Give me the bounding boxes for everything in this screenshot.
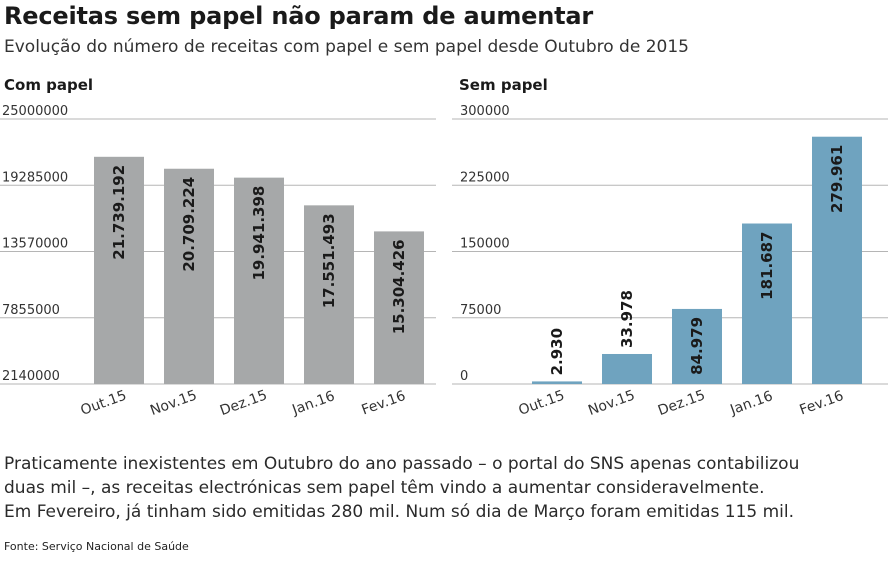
panel-title-com-papel: Com papel [4, 76, 94, 94]
bar-value-label: 279.961 [828, 145, 846, 213]
bar [304, 205, 354, 384]
bar [742, 223, 792, 384]
y-tick-label: 75000 [460, 303, 501, 318]
bar-value-label: 33.978 [618, 290, 636, 348]
description-line: Praticamente inexistentes em Outubro do … [4, 454, 800, 474]
bar-value-label: 21.739.192 [110, 165, 128, 260]
bar [94, 156, 144, 384]
x-category-label: Jan.16 [727, 388, 775, 418]
bar [602, 353, 652, 384]
chart-title: Receitas sem papel não param de aumentar [4, 2, 594, 30]
bar-value-label: 19.941.398 [250, 186, 268, 281]
x-category-label: Out.15 [79, 388, 129, 419]
x-category-label: Fev.16 [798, 388, 846, 419]
x-category-label: Fev.16 [360, 388, 408, 419]
y-tick-label: 25000000 [2, 104, 68, 119]
y-tick-label: 225000 [460, 170, 510, 185]
bar-value-label: 84.979 [688, 317, 706, 375]
x-category-label: Dez.15 [218, 387, 270, 419]
bar-value-label: 20.709.224 [180, 177, 198, 272]
x-category-label: Dez.15 [656, 387, 708, 419]
x-category-label: Nov.15 [586, 387, 637, 419]
y-tick-label: 150000 [460, 237, 510, 252]
panel-title-sem-papel: Sem papel [459, 76, 548, 94]
description-line: duas mil –, as receitas electrónicas sem… [4, 478, 765, 498]
description-line: Em Fevereiro, já tinham sido emitidas 28… [4, 502, 795, 522]
bar [164, 168, 214, 384]
y-tick-label: 7855000 [2, 303, 60, 318]
bar-value-label: 17.551.493 [320, 213, 338, 308]
x-category-label: Out.15 [517, 388, 567, 419]
bar [374, 231, 424, 384]
chart-com-papel: 2140000 7855000 13570000 19285000 25000000 21… [0, 104, 436, 419]
description-text: Praticamente inexistentes em Outubro do … [4, 452, 864, 524]
bar-value-label: 15.304.426 [390, 239, 408, 334]
x-category-label: Nov.15 [148, 387, 199, 419]
bar [672, 308, 722, 384]
y-tick-label: 2140000 [2, 369, 60, 384]
x-category-label: Jan.16 [289, 388, 337, 418]
bar [532, 381, 582, 384]
chart-subtitle: Evolução do número de receitas com papel… [4, 37, 689, 57]
y-tick-label: 19285000 [2, 170, 68, 185]
y-tick-label: 300000 [460, 104, 510, 119]
bar-value-label: 181.687 [758, 232, 776, 300]
bar [812, 136, 862, 384]
chart-sem-papel: 0 75000 150000 225000 300000 2.930 Out.15 33.97… [452, 104, 888, 419]
y-tick-label: 13570000 [2, 237, 68, 252]
source-note: Fonte: Serviço Nacional de Saúde [4, 540, 189, 553]
bar [234, 177, 284, 384]
y-tick-label: 0 [460, 369, 468, 384]
bar-value-label: 2.930 [548, 328, 566, 375]
